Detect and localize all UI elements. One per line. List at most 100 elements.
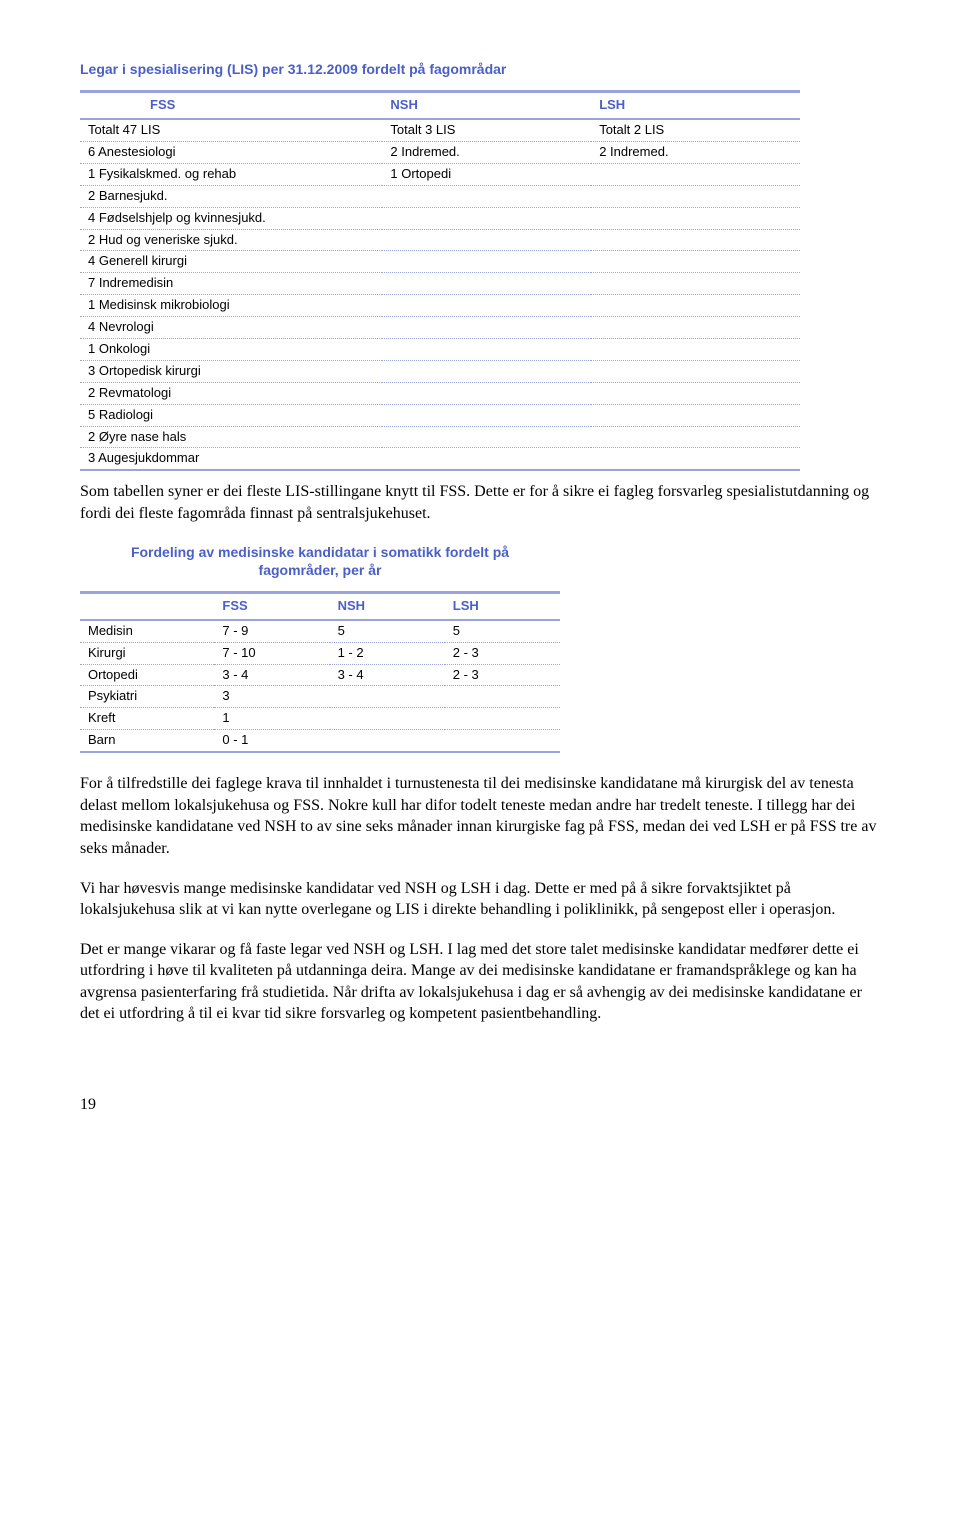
col-header-blank — [80, 592, 214, 619]
section-title-1: Legar i spesialisering (LIS) per 31.12.2… — [80, 60, 880, 78]
table-cell: 0 - 1 — [214, 730, 329, 752]
col-header-fss: FSS — [80, 92, 382, 119]
table-row: 4 Generell kirurgi — [80, 251, 800, 273]
table-cell — [445, 708, 560, 730]
table-cell: Totalt 3 LIS — [382, 119, 591, 141]
table-cell: Psykiatri — [80, 686, 214, 708]
table-row: Kirurgi7 - 101 - 22 - 3 — [80, 642, 560, 664]
table-cell — [591, 448, 800, 470]
table-row: Ortopedi3 - 43 - 42 - 3 — [80, 664, 560, 686]
table-cell — [445, 730, 560, 752]
table-row: 1 Fysikalskmed. og rehab1 Ortopedi — [80, 163, 800, 185]
table-cell: 3 Ortopedisk kirurgi — [80, 360, 382, 382]
table-cell: 6 Anestesiologi — [80, 141, 382, 163]
table-cell: Totalt 2 LIS — [591, 119, 800, 141]
col-header-fss-2: FSS — [214, 592, 329, 619]
section-title-2: Fordeling av medisinske kandidatar i som… — [80, 543, 560, 579]
table-cell: 7 Indremedisin — [80, 273, 382, 295]
table-cell: Kirurgi — [80, 642, 214, 664]
table-cell — [591, 317, 800, 339]
table-cell — [591, 360, 800, 382]
table-cell: Totalt 47 LIS — [80, 119, 382, 141]
table-row: 2 Revmatologi — [80, 382, 800, 404]
table-cell: 1 Ortopedi — [382, 163, 591, 185]
table-row: 3 Augesjukdommar — [80, 448, 800, 470]
table-cell: 1 — [214, 708, 329, 730]
table-cell: 4 Fødselshjelp og kvinnesjukd. — [80, 207, 382, 229]
table-row: 5 Radiologi — [80, 404, 800, 426]
table-cell: Medisin — [80, 620, 214, 642]
table-cell: 7 - 9 — [214, 620, 329, 642]
table-cell: 2 Hud og veneriske sjukd. — [80, 229, 382, 251]
table-cell: 3 Augesjukdommar — [80, 448, 382, 470]
table-cell: 5 — [330, 620, 445, 642]
table-row: Kreft1 — [80, 708, 560, 730]
col-header-nsh-2: NSH — [330, 592, 445, 619]
table-cell — [445, 686, 560, 708]
table-cell: 2 Øyre nase hals — [80, 426, 382, 448]
table-kandidatar-fordeling: FSS NSH LSH Medisin7 - 955Kirurgi7 - 101… — [80, 591, 560, 753]
paragraph-4: Det er mange vikarar og få faste legar v… — [80, 939, 880, 1025]
table-cell — [591, 338, 800, 360]
table-cell: 1 Medisinsk mikrobiologi — [80, 295, 382, 317]
table-cell — [382, 404, 591, 426]
table-row: Psykiatri3 — [80, 686, 560, 708]
table-row: Medisin7 - 955 — [80, 620, 560, 642]
table-cell — [382, 426, 591, 448]
table-cell — [591, 185, 800, 207]
table-cell — [591, 207, 800, 229]
table-row: 1 Medisinsk mikrobiologi — [80, 295, 800, 317]
title2-line2: fagområder, per år — [259, 562, 382, 578]
table-cell — [382, 251, 591, 273]
table-cell: 4 Nevrologi — [80, 317, 382, 339]
table-row: Totalt 47 LISTotalt 3 LISTotalt 2 LIS — [80, 119, 800, 141]
table-cell — [382, 360, 591, 382]
table-row: 2 Hud og veneriske sjukd. — [80, 229, 800, 251]
table-row: 2 Øyre nase hals — [80, 426, 800, 448]
table-cell: 2 Indremed. — [591, 141, 800, 163]
table-row: 3 Ortopedisk kirurgi — [80, 360, 800, 382]
table-cell — [591, 163, 800, 185]
table-cell: 4 Generell kirurgi — [80, 251, 382, 273]
page-number: 19 — [80, 1095, 880, 1116]
table-cell: 5 Radiologi — [80, 404, 382, 426]
table-row: 6 Anestesiologi2 Indremed.2 Indremed. — [80, 141, 800, 163]
table-cell — [382, 185, 591, 207]
table-cell — [382, 273, 591, 295]
table-cell: 2 Revmatologi — [80, 382, 382, 404]
table-cell: 1 - 2 — [330, 642, 445, 664]
table-cell: 7 - 10 — [214, 642, 329, 664]
table-cell — [382, 207, 591, 229]
table-cell: 1 Onkologi — [80, 338, 382, 360]
table-cell — [382, 229, 591, 251]
paragraph-1: Som tabellen syner er dei fleste LIS-sti… — [80, 481, 880, 524]
table-row: 1 Onkologi — [80, 338, 800, 360]
table-cell: 2 Indremed. — [382, 141, 591, 163]
table-cell — [591, 382, 800, 404]
table-row: 7 Indremedisin — [80, 273, 800, 295]
table-cell: Barn — [80, 730, 214, 752]
table-cell: Ortopedi — [80, 664, 214, 686]
table-cell: 2 Barnesjukd. — [80, 185, 382, 207]
table-cell — [591, 251, 800, 273]
table-cell — [382, 295, 591, 317]
table-cell: 3 - 4 — [330, 664, 445, 686]
title2-line1: Fordeling av medisinske kandidatar i som… — [131, 544, 509, 560]
table-row: 4 Nevrologi — [80, 317, 800, 339]
table-row: Barn0 - 1 — [80, 730, 560, 752]
table-cell: 5 — [445, 620, 560, 642]
paragraph-3: Vi har høvesvis mange medisinske kandida… — [80, 878, 880, 921]
table-cell — [330, 708, 445, 730]
table-cell: 3 - 4 — [214, 664, 329, 686]
paragraph-2: For å tilfredstille dei faglege krava ti… — [80, 773, 880, 859]
table-cell — [591, 404, 800, 426]
table-row: 4 Fødselshjelp og kvinnesjukd. — [80, 207, 800, 229]
table-cell — [330, 686, 445, 708]
table-cell — [382, 317, 591, 339]
table-cell — [382, 382, 591, 404]
table-cell — [591, 295, 800, 317]
table-cell — [382, 338, 591, 360]
table-cell: 3 — [214, 686, 329, 708]
table-cell — [591, 273, 800, 295]
table-cell — [591, 229, 800, 251]
